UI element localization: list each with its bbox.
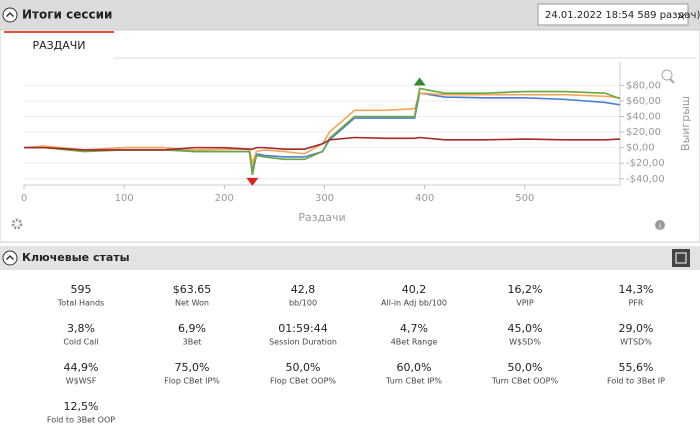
y-tick-label: -$40,00: [626, 174, 665, 185]
stat-value: 50,0%: [508, 361, 543, 374]
stats-bar: [0, 246, 700, 270]
x-axis-label: Раздачи: [298, 211, 345, 224]
stat-label: Flop CBet OOP%: [270, 377, 336, 386]
collapse-icon: [5, 11, 15, 18]
session-dropdown[interactable]: [537, 3, 689, 26]
stat-value: 50,0%: [286, 361, 321, 374]
x-tick-label: 500: [515, 193, 534, 204]
stat-label: Fold to 3Bet IP: [607, 377, 665, 386]
stat-value: 29,0%: [619, 322, 654, 335]
stat-value: 75,0%: [175, 361, 210, 374]
y-tick-label: $60,00: [626, 96, 661, 107]
stat-label: Turn CBet OOP%: [491, 377, 559, 386]
zoom-icon[interactable]: [661, 69, 673, 81]
layout-button[interactable]: [672, 249, 690, 267]
stats-collapse-icon: [5, 254, 15, 261]
info-glyph: i: [659, 222, 661, 231]
stat-value: 3,8%: [67, 322, 95, 335]
chart-panel: [0, 29, 700, 243]
y-tick-label: -$20,00: [626, 158, 665, 169]
x-tick-label: 400: [415, 193, 434, 204]
min-marker: [246, 177, 259, 186]
stat-label: W$WSF: [66, 377, 97, 386]
series-line: [24, 136, 621, 151]
y-tick-label: $80,00: [626, 80, 661, 91]
stats-collapse-button[interactable]: [2, 250, 18, 266]
info-icon[interactable]: [655, 220, 665, 230]
y-axis-label: Выигрыш: [679, 96, 692, 151]
tab[interactable]: [4, 32, 114, 58]
header-title: Итоги сессии: [22, 8, 112, 22]
layout-icon: [675, 252, 687, 264]
stat-label: Net Won: [175, 299, 209, 308]
stat-label: All-in Adj bb/100: [381, 299, 447, 308]
stat-value: 60,0%: [397, 361, 432, 374]
stat-label: Cold Call: [63, 338, 98, 347]
stat-label: Fold to 3Bet OOP: [47, 416, 115, 425]
stat-label: PFR: [629, 299, 644, 308]
max-marker: [413, 77, 426, 86]
stat-value: 45,0%: [508, 322, 543, 335]
stat-label: WTSD%: [620, 338, 652, 347]
stat-value: 16,2%: [508, 283, 543, 296]
session-text: 24.01.2022 18:54 589 раздач): [545, 10, 700, 21]
y-tick-label: $40,00: [626, 111, 661, 122]
stat-value: 14,3%: [619, 283, 654, 296]
stats-title: Ключевые статы: [22, 251, 130, 264]
stat-label: VPIP: [516, 299, 534, 308]
stat-value: $63.65: [173, 283, 212, 296]
settings-icon[interactable]: [11, 218, 23, 230]
zoom-handle: [669, 78, 675, 84]
stat-label: 3Bet: [183, 338, 202, 347]
stat-value: 595: [71, 283, 92, 296]
stat-value: 4,7%: [400, 322, 428, 335]
tab-label: РАЗДАЧИ: [32, 39, 85, 52]
stat-value: 40,2: [402, 283, 427, 296]
stat-value: 44,9%: [64, 361, 99, 374]
collapse-button[interactable]: [2, 7, 18, 23]
y-tick-label: $20,00: [626, 127, 661, 138]
x-tick-label: 300: [315, 193, 334, 204]
stat-value: 12,5%: [64, 400, 99, 413]
stat-label: 4Bet Range: [391, 338, 438, 347]
stat-value: 6,9%: [178, 322, 206, 335]
x-tick-label: 200: [215, 193, 234, 204]
stat-value: 42,8: [291, 283, 316, 296]
stat-label: bb/100: [289, 299, 317, 308]
stat-label: Session Duration: [269, 338, 337, 347]
stat-label: Turn CBet IP%: [385, 377, 442, 386]
x-tick-label: 100: [115, 193, 134, 204]
stat-label: Flop CBet IP%: [164, 377, 220, 386]
stat-value: 55,6%: [619, 361, 654, 374]
stat-value: 01:59:44: [278, 322, 327, 335]
series-line: [23, 92, 621, 167]
stat-label: W$SD%: [509, 338, 541, 347]
dropdown-arrow: [677, 12, 687, 18]
y-tick-label: $0,00: [626, 143, 655, 154]
x-tick-label: 0: [21, 193, 27, 204]
stat-label: Total Hands: [57, 299, 104, 308]
